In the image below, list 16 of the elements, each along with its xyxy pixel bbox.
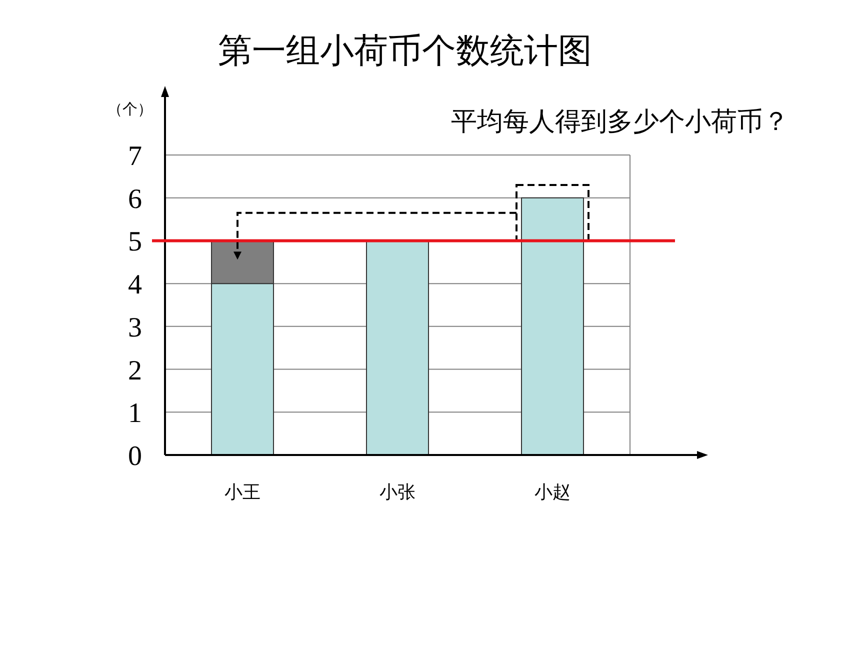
y-tick-label: 2 (128, 355, 142, 386)
x-tick-label: 小王 (224, 482, 260, 503)
bar (521, 197, 584, 456)
bar (366, 240, 429, 456)
y-tick-label: 0 (128, 441, 142, 472)
x-tick-label: 小张 (380, 482, 416, 503)
x-tick-label: 小赵 (534, 482, 570, 503)
chart-title: 第一组小荷币个数统计图 (218, 31, 592, 71)
y-axis-title: （个） (108, 100, 152, 118)
y-tick-label: 3 (128, 312, 142, 344)
y-tick-label: 4 (128, 270, 142, 301)
y-tick-label: 7 (128, 141, 142, 172)
y-tick-label: 1 (128, 398, 142, 430)
y-tick-label: 5 (128, 226, 142, 258)
y-tick-label: 6 (128, 184, 142, 215)
text: 平均每人得到多少个小荷币？ (451, 107, 789, 137)
